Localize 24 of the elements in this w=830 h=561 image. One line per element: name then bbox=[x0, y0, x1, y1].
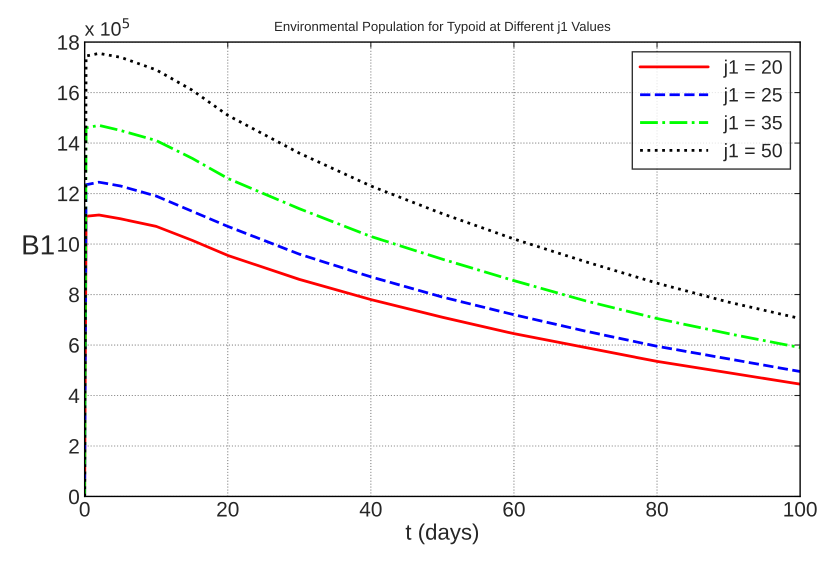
y-tick-label: 2 bbox=[69, 438, 79, 454]
x-tick-label: 20 bbox=[217, 502, 239, 517]
y-tick-label: 10 bbox=[58, 237, 79, 252]
x-tick-label: 40 bbox=[360, 502, 382, 517]
text: x 10$^{5}$ bbox=[84, 18, 130, 36]
x-tick-label: 60 bbox=[503, 502, 525, 517]
y-tick-label: 16 bbox=[58, 86, 79, 100]
x-axis-title: t (days) bbox=[406, 524, 478, 544]
y-tick-label: 18 bbox=[58, 35, 79, 50]
y-axis-title: B1 bbox=[23, 235, 54, 254]
legend-label: j1 = 35 bbox=[723, 115, 782, 134]
y-tick-label: 14 bbox=[58, 136, 80, 151]
x-tick-label: 80 bbox=[646, 502, 668, 517]
legend-label: j1 = 50 bbox=[723, 143, 782, 162]
y-tick-label: 8 bbox=[69, 288, 79, 302]
chart-title: Environmental Population for Typoid at Different j1 Values bbox=[275, 21, 610, 34]
y-tick-label: 12 bbox=[58, 186, 79, 202]
x-tick-label: 0 bbox=[80, 502, 90, 517]
legend-label: j1 = 25 bbox=[723, 87, 782, 106]
y-tick-label: 6 bbox=[69, 338, 79, 353]
x-tick-label: 100 bbox=[784, 502, 817, 517]
y-tick-label: 4 bbox=[68, 388, 80, 404]
legend-label: j1 = 20 bbox=[723, 60, 782, 78]
y-tick-label: 0 bbox=[69, 489, 79, 504]
